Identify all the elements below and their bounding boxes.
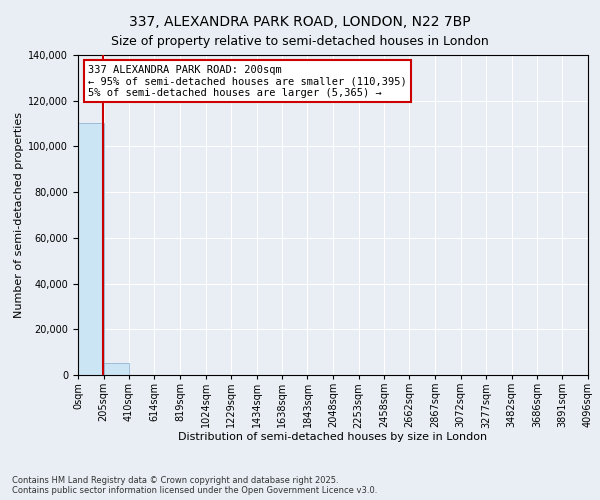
- Bar: [104, 362, 129, 375]
- Text: 337 ALEXANDRA PARK ROAD: 200sqm
← 95% of semi-detached houses are smaller (110,3: 337 ALEXANDRA PARK ROAD: 200sqm ← 95% of…: [88, 64, 407, 98]
- Bar: [78, 122, 104, 375]
- Text: 337, ALEXANDRA PARK ROAD, LONDON, N22 7BP: 337, ALEXANDRA PARK ROAD, LONDON, N22 7B…: [129, 15, 471, 29]
- Text: Size of property relative to semi-detached houses in London: Size of property relative to semi-detach…: [111, 35, 489, 48]
- Text: Contains HM Land Registry data © Crown copyright and database right 2025.
Contai: Contains HM Land Registry data © Crown c…: [12, 476, 377, 495]
- Y-axis label: Number of semi-detached properties: Number of semi-detached properties: [14, 112, 24, 318]
- X-axis label: Distribution of semi-detached houses by size in London: Distribution of semi-detached houses by …: [178, 432, 488, 442]
